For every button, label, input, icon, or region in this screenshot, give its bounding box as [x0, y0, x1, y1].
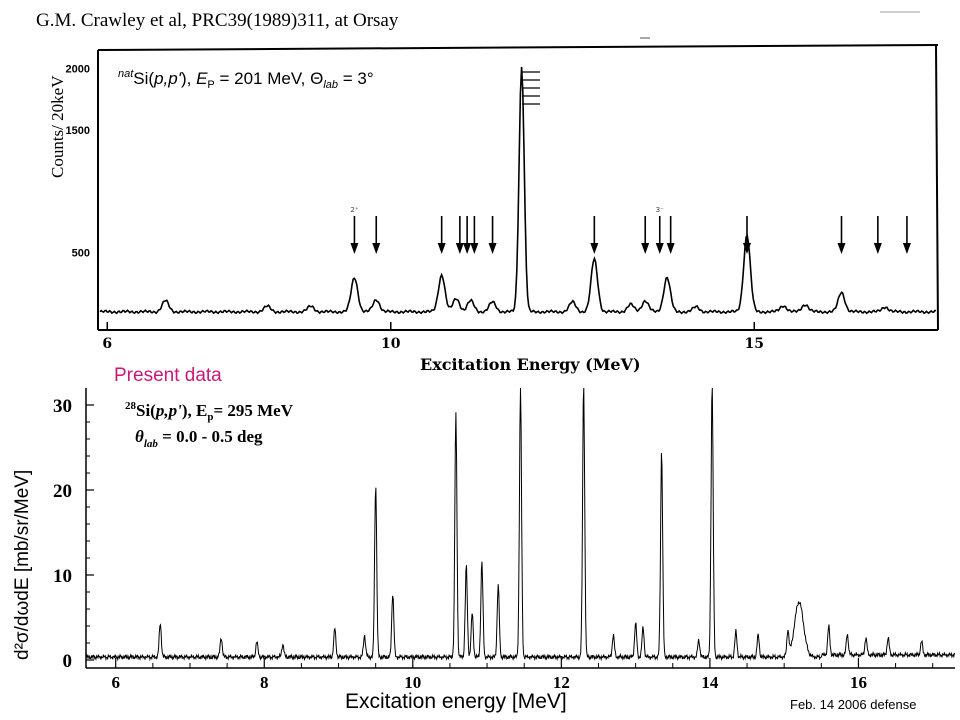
bottom-x-tick-label: 8: [260, 673, 269, 692]
top-y-axis-title: Counts/ 20keV: [48, 75, 67, 178]
top-y-ticks: 2000 1500 500: [66, 63, 90, 259]
footer-date: Feb. 14 2006 defense: [790, 697, 917, 712]
top-y-tick-label: 500: [72, 248, 90, 260]
bottom-x-tick-label: 6: [111, 673, 120, 692]
bottom-y-axis-title: d²σ/dωdE [mb/sr/MeV]: [12, 469, 33, 660]
top-x-tick-label: 6: [102, 336, 112, 352]
bottom-chart-subtitle: θlab = 0.0 - 0.5 deg: [135, 427, 263, 450]
bottom-x-tick-label: 14: [701, 673, 719, 692]
bottom-y-tick-label: 10: [53, 566, 72, 587]
bottom-x-tick-label: 10: [404, 673, 421, 692]
bottom-x-tick-label: 16: [850, 673, 867, 692]
bottom-x-tick-label: 12: [553, 673, 570, 692]
top-y-tick-label: 1500: [66, 125, 90, 137]
top-chart-frame: [97, 44, 939, 331]
down-arrow-icon: [641, 216, 650, 254]
arrow-tag: 3⁻: [656, 206, 664, 214]
present-data-label: Present data: [114, 365, 222, 386]
scan-legend-marks: [522, 71, 540, 105]
down-arrow-icon: [902, 216, 911, 254]
bottom-y-ticks: 0 10 20 30: [53, 396, 94, 672]
citation-text: G.M. Crawley et al, PRC39(1989)311, at O…: [36, 10, 399, 31]
down-arrow-icon: [455, 216, 464, 254]
bottom-y-tick-label: 20: [53, 481, 72, 502]
down-arrow-icon: [837, 216, 846, 254]
scan-mark-icon: [640, 11, 920, 39]
down-arrow-icon: [873, 216, 882, 254]
bottom-chart-title: 28Si(p,p'), Ep= 295 MeV: [125, 400, 294, 423]
top-x-ticks: 6 10 15: [102, 322, 764, 352]
down-arrow-icon: [350, 216, 359, 254]
top-x-tick-label: 10: [381, 336, 401, 352]
top-chart-title: natSi(p,p'), EP = 201 MeV, Θlab = 3°: [118, 68, 374, 91]
bottom-y-tick-label: 30: [53, 396, 72, 417]
bottom-spectrum-line: [85, 387, 956, 662]
bottom-x-ticks: 6 8 10 12 14 16: [111, 658, 934, 692]
arrow-tag: 2⁺: [350, 206, 358, 214]
bottom-y-tick-label: 0: [63, 651, 73, 672]
down-arrow-icon: [655, 216, 664, 254]
down-arrow-icon: [590, 216, 599, 254]
down-arrow-icon: [372, 216, 381, 254]
down-arrow-icon: [488, 216, 497, 254]
top-spectrum-line: [99, 66, 936, 315]
top-peak-arrows: 2⁺ 3⁻: [350, 206, 911, 254]
top-x-axis-title: Excitation Energy (MeV): [420, 355, 641, 374]
down-arrow-icon: [463, 216, 472, 254]
bottom-chart-frame: [85, 388, 955, 669]
top-x-tick-label: 15: [745, 336, 764, 352]
down-arrow-icon: [666, 216, 675, 254]
down-arrow-icon: [470, 216, 479, 254]
down-arrow-icon: [437, 216, 446, 254]
bottom-x-axis-title: Excitation energy [MeV]: [345, 690, 567, 713]
top-y-tick-label: 2000: [66, 63, 90, 75]
